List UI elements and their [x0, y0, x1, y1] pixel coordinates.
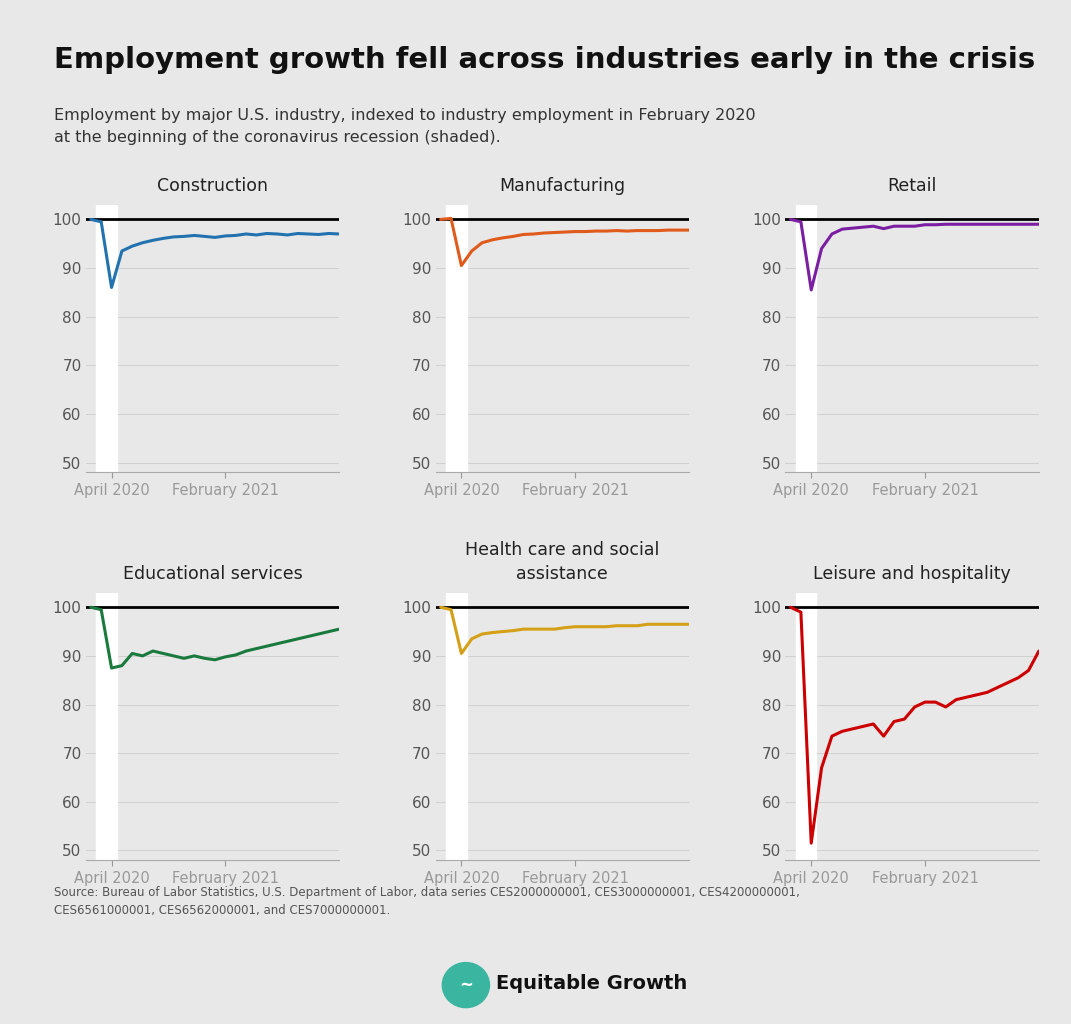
Bar	[446, 593, 467, 860]
Text: Source: Bureau of Labor Statistics, U.S. Department of Labor, data series CES200: Source: Bureau of Labor Statistics, U.S.…	[54, 886, 799, 916]
Title: Construction: Construction	[157, 177, 268, 195]
Text: ~: ~	[459, 976, 472, 994]
Title: Leisure and hospitality: Leisure and hospitality	[813, 565, 1011, 583]
Title: Retail: Retail	[888, 177, 937, 195]
Bar	[446, 205, 467, 472]
Bar	[96, 593, 117, 860]
Text: Employment growth fell across industries early in the crisis: Employment growth fell across industries…	[54, 46, 1035, 74]
Title: Manufacturing: Manufacturing	[499, 177, 625, 195]
Bar	[96, 205, 117, 472]
Bar	[796, 205, 816, 472]
Bar	[796, 593, 816, 860]
Text: Employment by major U.S. industry, indexed to industry employment in February 20: Employment by major U.S. industry, index…	[54, 108, 755, 144]
Text: Equitable Growth: Equitable Growth	[496, 974, 688, 992]
Title: Educational services: Educational services	[122, 565, 302, 583]
Title: Health care and social
assistance: Health care and social assistance	[465, 541, 660, 583]
